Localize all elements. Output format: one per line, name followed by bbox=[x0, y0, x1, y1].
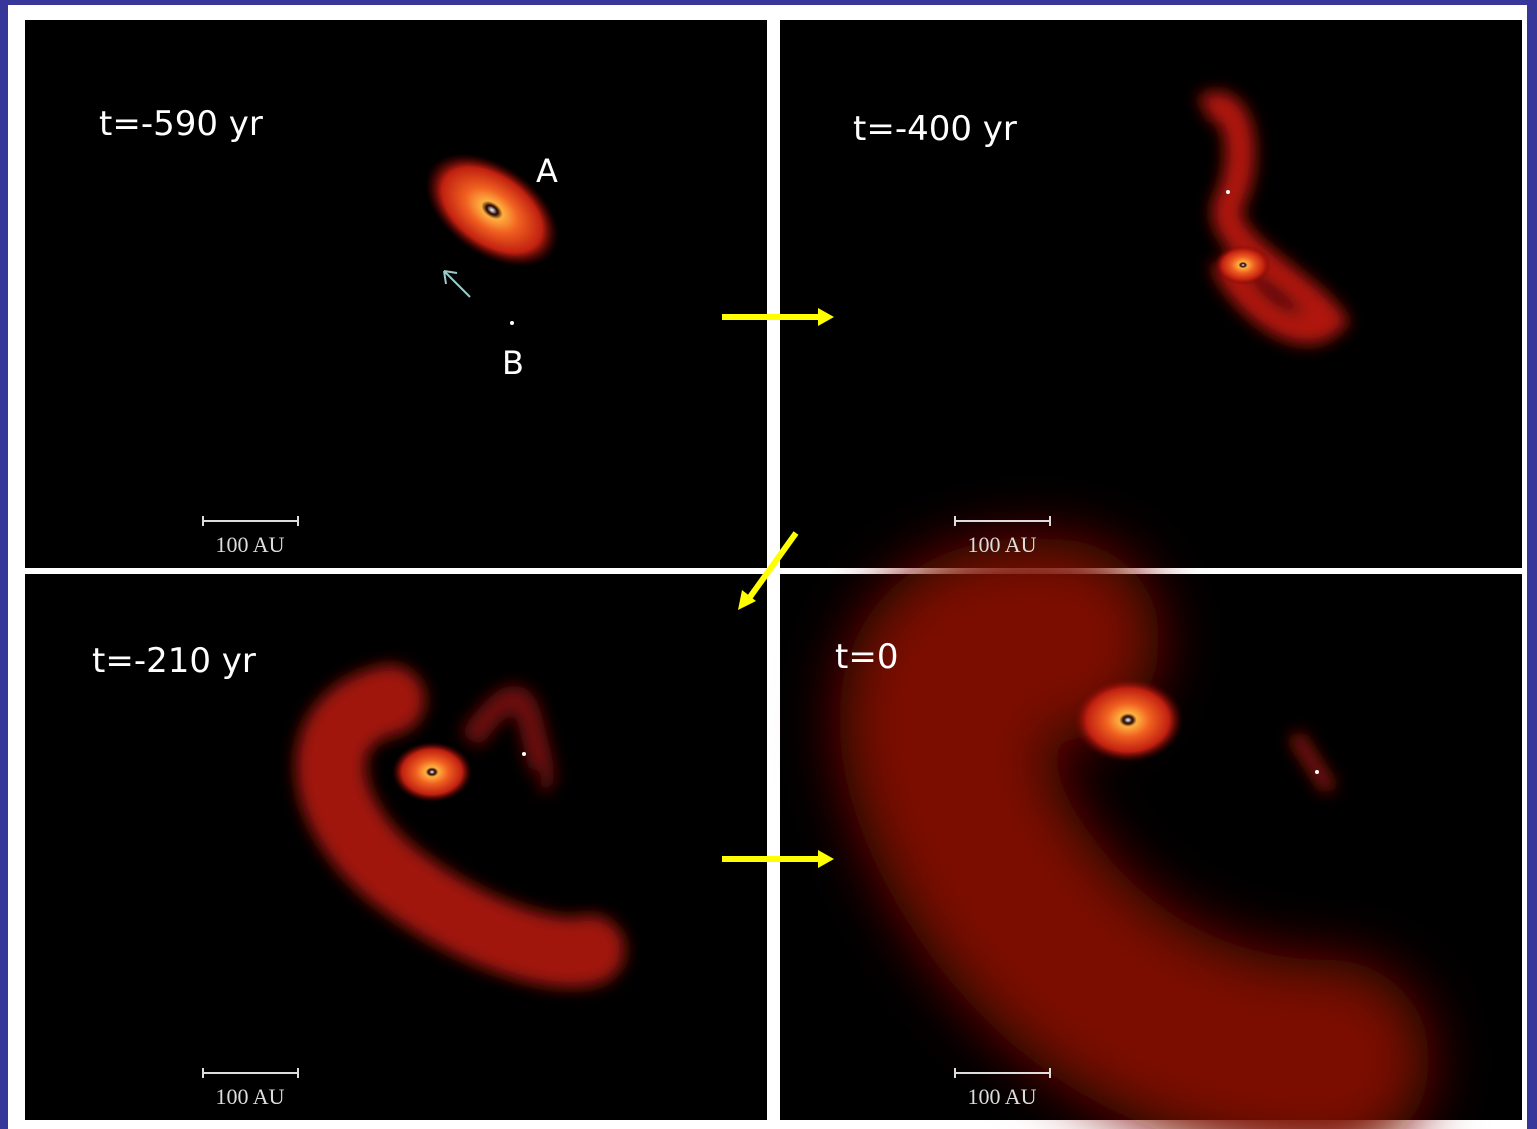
disk bbox=[392, 742, 472, 802]
disk bbox=[425, 153, 559, 267]
star bbox=[510, 321, 514, 325]
scale-label: 100 AU bbox=[967, 532, 1036, 557]
panel bbox=[25, 20, 767, 568]
gas bbox=[1289, 731, 1336, 794]
scale-label: 100 AU bbox=[215, 532, 284, 557]
gas bbox=[460, 685, 555, 793]
star-label: B bbox=[502, 344, 524, 382]
star bbox=[522, 752, 526, 756]
star bbox=[1226, 190, 1230, 194]
time-label: t=-210 yr bbox=[92, 641, 256, 681]
scale-bars bbox=[202, 516, 1051, 1078]
disk bbox=[1073, 678, 1183, 762]
time-label: t=0 bbox=[835, 637, 898, 677]
arrow bbox=[443, 270, 471, 298]
scale-label: 100 AU bbox=[967, 1084, 1036, 1109]
disk bbox=[1215, 245, 1271, 285]
time-label: t=-400 yr bbox=[853, 109, 1017, 149]
time-label: t=-590 yr bbox=[99, 104, 263, 144]
gas bbox=[839, 538, 1430, 1129]
gas bbox=[295, 665, 625, 988]
sequence-arrows bbox=[722, 308, 834, 868]
star bbox=[1315, 770, 1319, 774]
star-label: A bbox=[536, 152, 558, 190]
panel bbox=[780, 20, 1522, 568]
scale-label: 100 AU bbox=[215, 1084, 284, 1109]
